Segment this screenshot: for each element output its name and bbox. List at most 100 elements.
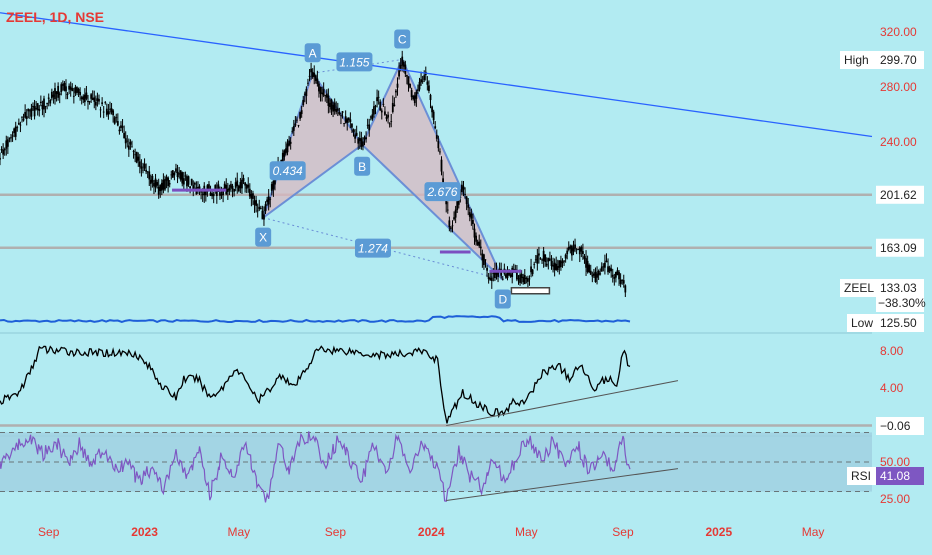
pattern-point-label: D <box>498 293 507 307</box>
candle-body <box>341 111 344 113</box>
trendline[interactable] <box>0 12 873 138</box>
candle-body <box>377 96 380 98</box>
candle-body <box>327 95 330 106</box>
candle-body <box>608 267 611 272</box>
candle-body <box>604 262 606 268</box>
candle-body <box>333 102 336 111</box>
x-tick-label: May <box>802 525 825 539</box>
candle-body <box>308 75 311 77</box>
candle-body <box>127 145 130 150</box>
y-tick-label: 240.00 <box>880 135 917 149</box>
candle-body <box>366 124 369 126</box>
pattern-point-x[interactable]: X <box>255 227 272 247</box>
candle-body <box>121 126 124 128</box>
candle-body <box>112 110 115 116</box>
pattern-point-c[interactable]: C <box>394 29 411 49</box>
pattern-ratio-label[interactable]: 0.434 <box>269 161 306 181</box>
candle-body <box>153 182 155 187</box>
candle-body <box>99 109 102 111</box>
tag-value-bg <box>876 238 924 257</box>
pattern-point-a[interactable]: A <box>304 43 321 63</box>
candle-body <box>490 277 493 281</box>
indicator-trendline[interactable] <box>446 380 679 427</box>
candle-body <box>319 86 322 94</box>
last-price-tag[interactable]: ZEEL 133.03 <box>840 279 924 297</box>
candle-body <box>605 260 608 263</box>
low-price-tag[interactable]: Low 125.50 <box>847 314 924 332</box>
candle-body <box>245 184 248 189</box>
candle-body <box>162 179 165 190</box>
candle-body <box>374 105 377 107</box>
pattern-point-badge <box>304 43 321 63</box>
candle-body <box>126 140 129 142</box>
rsi-line <box>0 431 631 503</box>
candle-body <box>569 246 572 249</box>
indicator-pane[interactable] <box>0 345 872 427</box>
candle-body <box>423 75 426 81</box>
y-tick-label: 4.00 <box>880 381 904 395</box>
candle-body <box>212 193 215 197</box>
candle-body <box>288 140 290 146</box>
candle-body <box>143 163 146 169</box>
candle-body <box>94 101 97 106</box>
candle-body <box>550 261 553 266</box>
pattern-ratio-label[interactable]: 1.155 <box>336 52 373 72</box>
candle-body <box>547 258 550 262</box>
candle-body <box>104 102 107 103</box>
pattern-point-badge <box>394 29 411 49</box>
candle-body <box>390 121 393 122</box>
candle-body <box>60 84 63 92</box>
indicator-level-tag[interactable]: −0.06 <box>876 417 924 435</box>
candle-body <box>572 247 575 252</box>
candle-body <box>314 75 317 81</box>
candle-body <box>54 88 56 100</box>
high-price-tag[interactable]: High 299.70 <box>840 51 924 69</box>
tag-name: ZEEL <box>844 281 874 295</box>
candle-body <box>44 106 47 108</box>
candle-body <box>492 273 495 274</box>
candle-body <box>107 111 110 115</box>
rsi-pane[interactable] <box>0 431 872 503</box>
rsi-value-tag[interactable]: RSI 41.08 <box>847 467 924 485</box>
candle-body <box>8 137 11 139</box>
pattern-point-b[interactable]: B <box>354 156 371 176</box>
candle-body <box>478 241 481 247</box>
pattern-ratio-label[interactable]: 1.274 <box>354 238 391 258</box>
candle-body <box>597 270 600 276</box>
candle-body <box>233 188 236 192</box>
candle-body <box>27 108 30 112</box>
tag-value: −0.06 <box>880 419 911 433</box>
x-tick-label: 2024 <box>418 525 445 539</box>
range-box[interactable] <box>510 287 551 295</box>
candle-body <box>464 194 466 195</box>
candle-body <box>124 138 127 144</box>
price-pane[interactable]: X A B C D 1.155 0.434 2.676 1.274 <box>0 12 873 323</box>
pattern-ratio-label[interactable]: 2.676 <box>424 182 461 202</box>
candle-body <box>61 84 64 86</box>
candle-body <box>622 280 625 284</box>
x-tick-label: May <box>515 525 538 539</box>
level-price-tag[interactable]: 163.09 <box>876 238 924 257</box>
candle-body <box>30 108 33 117</box>
candle-body <box>28 110 31 112</box>
tag-value-bg <box>876 185 924 204</box>
candle-body <box>462 186 465 190</box>
candle-body <box>525 277 528 280</box>
candle-body <box>182 178 185 185</box>
volume-line <box>0 315 631 323</box>
candle-body <box>593 273 595 276</box>
candle-body <box>371 114 374 120</box>
candle-body <box>594 271 597 283</box>
pattern-triangle-bcd[interactable] <box>360 57 504 281</box>
pattern-point-d[interactable]: D <box>494 289 511 309</box>
candle-body <box>516 269 518 280</box>
pattern-ratio-badge <box>269 161 306 181</box>
candle-body <box>577 249 580 251</box>
rsi-trendline[interactable] <box>446 468 679 501</box>
level-price-tag[interactable]: 201.62 <box>876 185 924 204</box>
candle-body <box>489 277 492 281</box>
candle-body <box>379 101 382 111</box>
pattern-ratio-text: 2.676 <box>426 185 457 199</box>
